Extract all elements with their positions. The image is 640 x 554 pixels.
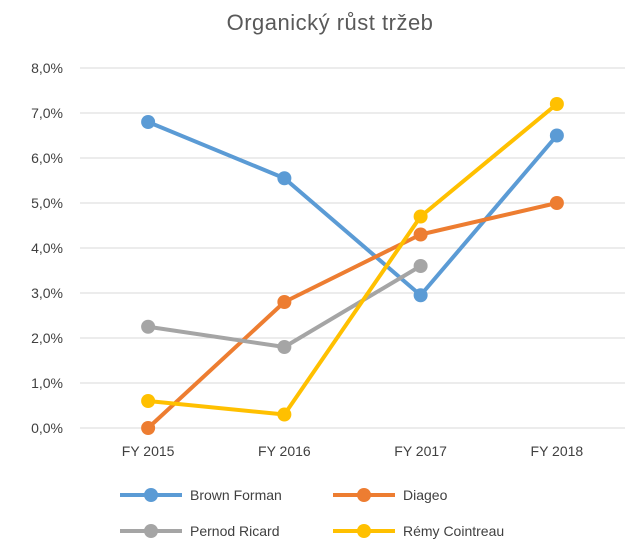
data-point: [277, 295, 292, 309]
legend-item: Brown Forman: [120, 487, 282, 503]
legend-label: Pernod Ricard: [190, 523, 280, 539]
legend: Brown Forman Diageo Pernod Ricard Rémy Coin…: [120, 487, 504, 539]
series-pernod-ricard: [141, 259, 428, 354]
data-point: [277, 407, 292, 422]
legend-swatch-marker: [144, 488, 158, 502]
data-point: [413, 259, 428, 273]
x-tick-label: FY 2015: [122, 443, 175, 459]
gridlines: [80, 67, 625, 429]
legend-item: Rémy Cointreau: [333, 523, 504, 539]
legend-item: Diageo: [333, 487, 448, 503]
series-line: [146, 102, 559, 417]
data-point: [549, 196, 564, 210]
y-tick-label: 4,0%: [31, 240, 63, 256]
legend-swatch-marker: [357, 524, 371, 538]
data-point: [141, 421, 156, 435]
legend-label: Diageo: [403, 487, 448, 503]
series-brown-forman: [141, 115, 564, 303]
x-tick-label: FY 2017: [394, 443, 447, 459]
y-tick-label: 2,0%: [31, 330, 63, 346]
y-tick-label: 5,0%: [31, 195, 63, 211]
y-tick-label: 6,0%: [31, 150, 63, 166]
data-point: [549, 128, 564, 143]
data-point: [141, 394, 156, 408]
data-point: [413, 288, 428, 303]
series-line: [146, 120, 559, 298]
y-tick-label: 1,0%: [31, 375, 63, 391]
y-tick-label: 3,0%: [31, 285, 63, 301]
legend-swatch-marker: [144, 524, 158, 538]
legend-label: Rémy Cointreau: [403, 523, 504, 539]
legend-item: Pernod Ricard: [120, 523, 280, 539]
data-point: [141, 319, 156, 334]
series-group: [141, 97, 564, 435]
series-r-my-cointreau: [141, 97, 564, 422]
x-tick-label: FY 2016: [258, 443, 311, 459]
y-axis-ticks: 0,0% 1,0% 2,0% 3,0% 4,0% 5,0% 6,0% 7,0% 8,0%: [31, 60, 63, 436]
x-tick-label: FY 2018: [531, 443, 584, 459]
legend-swatch-marker: [357, 488, 371, 502]
series-line: [146, 201, 559, 430]
chart-title: Organický růst tržeb: [227, 10, 434, 35]
data-point: [141, 115, 156, 129]
y-tick-label: 7,0%: [31, 105, 63, 121]
data-point: [549, 97, 564, 111]
data-point: [277, 171, 292, 186]
y-tick-label: 0,0%: [31, 420, 63, 436]
data-point: [413, 227, 428, 242]
legend-label: Brown Forman: [190, 487, 282, 503]
data-point: [277, 340, 292, 354]
series-diageo: [141, 196, 564, 435]
y-tick-label: 8,0%: [31, 60, 63, 76]
data-point: [413, 209, 428, 224]
x-axis-ticks: FY 2015 FY 2016 FY 2017 FY 2018: [122, 443, 584, 459]
